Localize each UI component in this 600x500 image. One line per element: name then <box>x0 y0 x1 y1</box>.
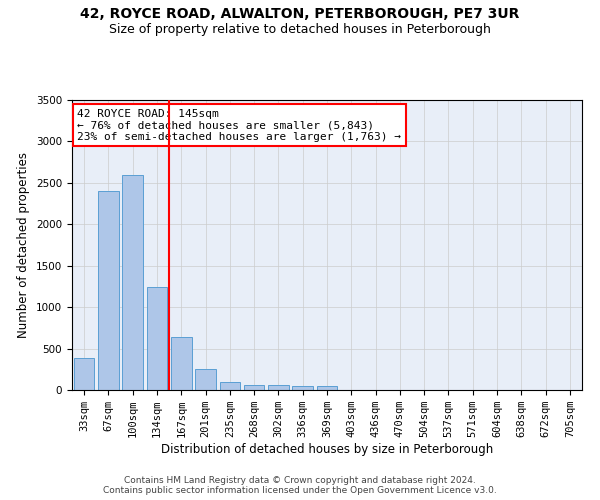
Bar <box>74 358 94 390</box>
Bar <box>268 385 289 390</box>
Bar <box>122 174 143 390</box>
Bar <box>171 337 191 390</box>
Text: Size of property relative to detached houses in Peterborough: Size of property relative to detached ho… <box>109 22 491 36</box>
Bar <box>317 386 337 390</box>
Text: 42, ROYCE ROAD, ALWALTON, PETERBOROUGH, PE7 3UR: 42, ROYCE ROAD, ALWALTON, PETERBOROUGH, … <box>80 8 520 22</box>
Text: Contains HM Land Registry data © Crown copyright and database right 2024.
Contai: Contains HM Land Registry data © Crown c… <box>103 476 497 495</box>
Bar <box>146 288 167 390</box>
Text: Distribution of detached houses by size in Peterborough: Distribution of detached houses by size … <box>161 442 493 456</box>
Bar <box>292 386 313 390</box>
Text: 42 ROYCE ROAD: 145sqm
← 76% of detached houses are smaller (5,843)
23% of semi-d: 42 ROYCE ROAD: 145sqm ← 76% of detached … <box>77 108 401 142</box>
Bar <box>244 385 265 390</box>
Bar <box>220 382 240 390</box>
Bar <box>195 369 216 390</box>
Y-axis label: Number of detached properties: Number of detached properties <box>17 152 31 338</box>
Bar <box>98 191 119 390</box>
